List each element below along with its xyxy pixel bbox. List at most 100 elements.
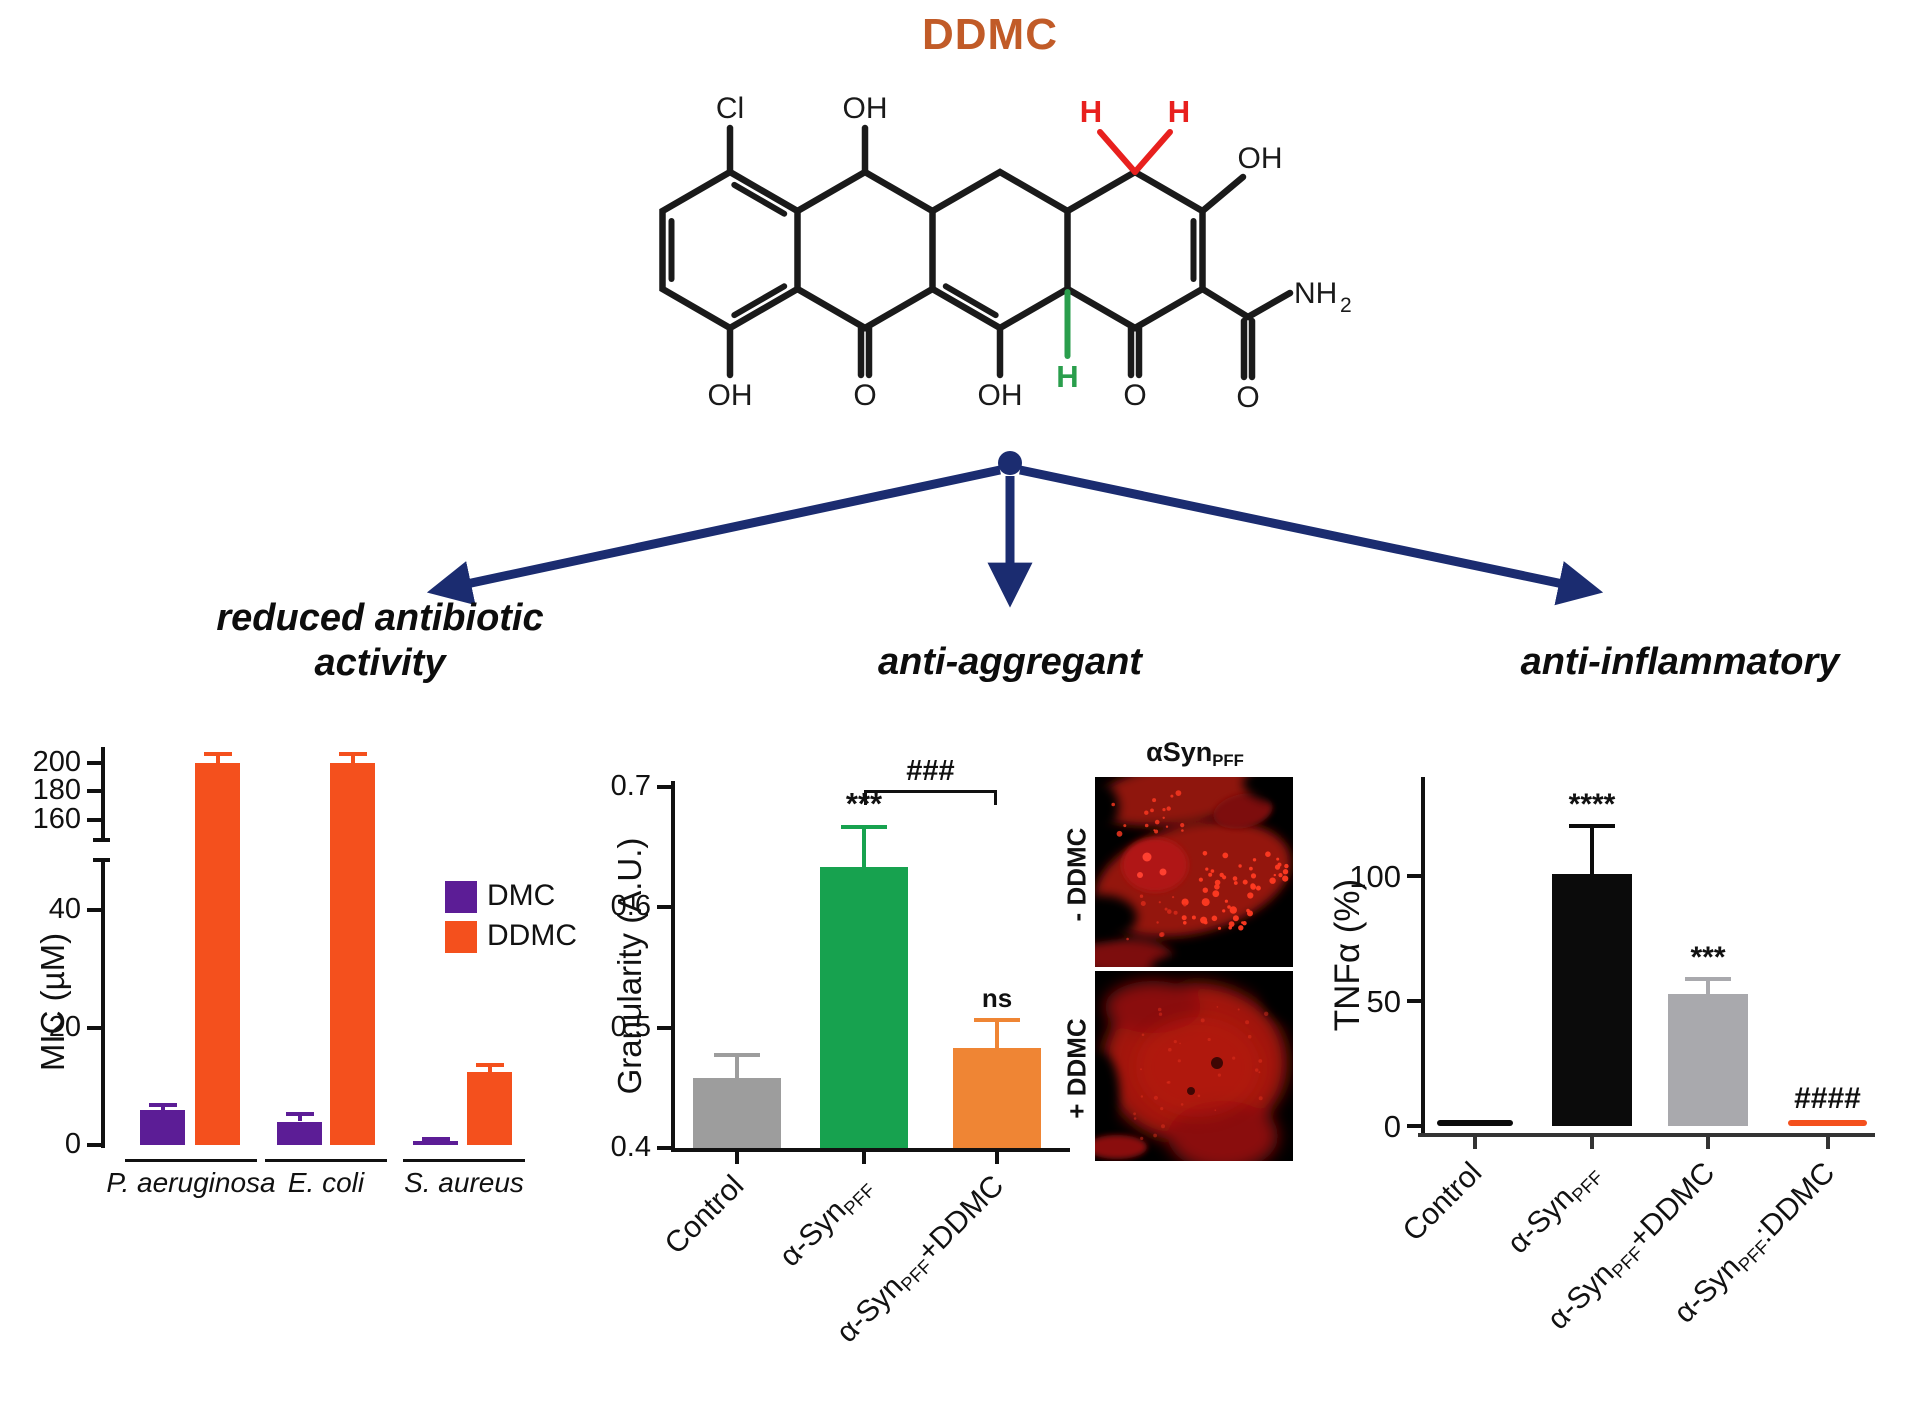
heading-reduced-antibiotic: reduced antibiotic activity xyxy=(140,596,620,686)
molecule-structure: Cl OH OH O OH O OH O NH 2 H H H xyxy=(659,92,1352,414)
compound-title: DDMC xyxy=(922,10,1058,59)
bar xyxy=(195,763,240,1145)
bar xyxy=(693,1078,781,1148)
y-axis-tick xyxy=(87,1025,101,1030)
group-underline xyxy=(403,1159,525,1162)
y-axis-title: Granularity (A.U.) xyxy=(611,837,648,1095)
error-bar-stem xyxy=(487,1064,492,1072)
error-bar-stem xyxy=(1590,826,1594,874)
label-suffix: :DDMC xyxy=(1747,1156,1841,1249)
micrograph-title-base: αSyn xyxy=(1146,737,1213,767)
bar xyxy=(277,1121,322,1145)
y-axis-tick xyxy=(1407,874,1421,878)
y-axis xyxy=(671,781,675,1152)
atom-label-oh: OH xyxy=(1238,142,1283,175)
atom-label-cl: Cl xyxy=(716,92,744,125)
y-axis-tick xyxy=(87,817,101,822)
x-axis-tick xyxy=(1473,1137,1477,1149)
error-bar-stem xyxy=(862,827,866,868)
bar xyxy=(953,1047,1041,1148)
y-tick-label: 50 xyxy=(1366,984,1401,1019)
category-label: S. aureus xyxy=(404,1167,524,1198)
bar xyxy=(1668,993,1748,1126)
error-bar-cap xyxy=(714,1053,760,1058)
intercell-gaps xyxy=(1095,777,1293,967)
y-axis-tick xyxy=(657,1146,671,1150)
error-bar-stem xyxy=(160,1105,165,1110)
label-base: Control xyxy=(1396,1156,1489,1248)
error-bar-cap xyxy=(421,1136,450,1141)
label-suffix: +DDMC xyxy=(910,1169,1011,1269)
atom-label-nh2-sub: 2 xyxy=(1340,294,1352,317)
red-h-bonds xyxy=(1097,129,1173,175)
aggregate-speckles xyxy=(1111,790,1289,941)
error-bar-cap xyxy=(148,1103,177,1108)
y-axis-title: TNFα (%) xyxy=(1328,878,1367,1032)
heading-anti-inflammatory: anti-inflammatory xyxy=(1520,641,1840,683)
label-suffix: +DDMC xyxy=(1621,1156,1722,1256)
atom-label-oh: OH xyxy=(708,379,753,412)
axis-break-cap xyxy=(93,858,110,862)
y-tick-label: 0.7 xyxy=(610,769,651,802)
y-tick-label: 0.5 xyxy=(610,1010,651,1043)
arrow-origin-dot xyxy=(998,451,1022,475)
axis-break-cap xyxy=(93,838,110,842)
category-label: P. aeruginosa xyxy=(106,1167,276,1198)
y-axis xyxy=(1421,777,1425,1133)
cell-nuclei xyxy=(1122,793,1273,892)
y-tick-label: 0 xyxy=(64,1128,81,1160)
y-axis-tick xyxy=(87,908,101,912)
comparison-bracket xyxy=(864,790,997,793)
y-axis-tick xyxy=(87,789,101,794)
cell-fragment xyxy=(1095,1135,1147,1159)
x-axis-tick xyxy=(1706,1137,1710,1149)
error-bar-stem xyxy=(350,754,355,763)
error-bar-cap xyxy=(841,825,887,830)
heading-line: activity xyxy=(314,641,446,684)
x-axis-tick xyxy=(995,1152,999,1164)
micrograph-label-plus-ddmc: + DDMC xyxy=(1061,1018,1092,1119)
y-axis-tick xyxy=(87,1143,101,1147)
legend-swatch xyxy=(445,881,477,913)
arrow-right xyxy=(1019,465,1604,606)
atom-label-o: O xyxy=(1123,379,1146,412)
x-axis-tick xyxy=(862,1152,866,1164)
arrow-left xyxy=(426,465,1001,606)
y-tick-label: 100 xyxy=(1349,859,1401,894)
category-label: α-SynPFF+DDMC xyxy=(1472,1156,1724,1408)
significance-annotation: ns xyxy=(981,983,1013,1014)
micrograph-plus-ddmc xyxy=(1095,971,1293,1161)
significance-annotation: *** xyxy=(1690,940,1726,974)
tnfa-chart: 0 50 100 Control **** α-SynPFF *** α-SynPFF+DDM… xyxy=(1310,738,1920,1408)
legend-label: DDMC xyxy=(487,919,577,952)
mic-chart: 160 180 200 0 20 40 P. aeruginosa E. coli S. aur… xyxy=(15,735,590,1235)
category-label: α-SynPFF xyxy=(628,1169,880,1408)
error-bar-cap xyxy=(338,752,367,757)
label-base: Control xyxy=(658,1169,751,1261)
comparison-bracket-end xyxy=(864,790,867,805)
error-bar-stem xyxy=(735,1055,739,1079)
heading-anti-aggregant: anti-aggregant xyxy=(878,641,1142,683)
error-bar-cap xyxy=(1569,824,1615,828)
x-axis-tick xyxy=(1825,1137,1830,1149)
cytoplasm-highlight xyxy=(1136,1017,1260,1117)
y-tick-label: 0 xyxy=(1383,1109,1401,1144)
comparison-label: ### xyxy=(906,755,955,787)
micrograph-title: αSynPFF xyxy=(1090,737,1300,771)
comparison-bracket-end xyxy=(994,790,997,805)
bar xyxy=(140,1109,185,1145)
green-h-label: H xyxy=(1056,359,1078,394)
y-axis-tick xyxy=(657,905,671,909)
y-axis-tick xyxy=(657,1025,671,1030)
atom-label-oh: OH xyxy=(978,379,1023,412)
y-tick-label: 180 xyxy=(32,774,81,807)
y-tick-label: 20 xyxy=(48,1010,81,1043)
micrograph-panel: αSynPFF - DDMC + DDMC xyxy=(1055,735,1300,1170)
group-underline xyxy=(125,1159,257,1162)
red-h-label: H xyxy=(1080,94,1102,129)
bar xyxy=(330,763,375,1145)
group-underline xyxy=(265,1159,387,1162)
atom-label-o: O xyxy=(853,379,876,412)
bar xyxy=(413,1140,458,1145)
error-bar-cap xyxy=(475,1062,504,1067)
